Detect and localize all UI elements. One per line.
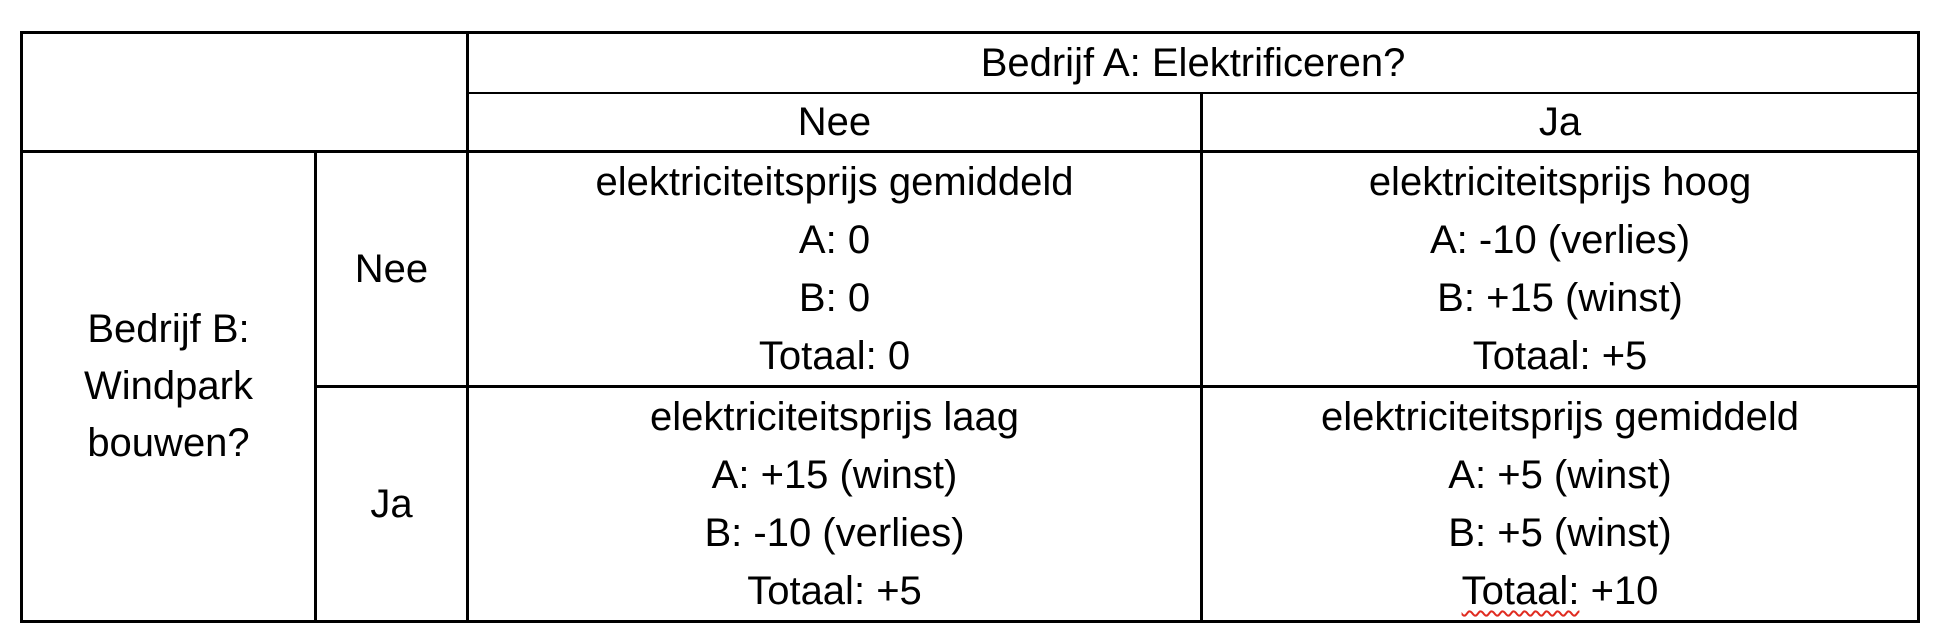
payoff-b: B: -10 (verlies)	[704, 511, 965, 555]
row-header-line-1: Bedrijf B:	[87, 307, 250, 351]
total-label-spellcheck-underline: Totaal:	[1461, 569, 1580, 613]
payoff-total: Totaal: +5	[1205, 327, 1916, 384]
payoff-a: A: +5 (winst)	[1448, 453, 1672, 497]
payoff-total: Totaal: 0	[471, 327, 1199, 384]
column-option-ja: Ja	[1199, 91, 1921, 153]
row-b-ja: Ja elektriciteitsprijs laag A: +15 (wins…	[22, 385, 1921, 623]
payoff-a: A: +15 (winst)	[711, 453, 958, 497]
payoff-b: B: +5 (winst)	[1448, 511, 1672, 555]
row-header-line-3: bouwen?	[87, 421, 250, 465]
row-option-ja: Ja	[314, 385, 469, 623]
payoff-matrix-table: Bedrijf A: Elektrificeren? Nee Ja Bedrij…	[20, 31, 1921, 623]
cell-b-ja-a-ja: elektriciteitsprijs gemiddeld A: +5 (win…	[1199, 385, 1921, 623]
payoff-b: B: 0	[798, 276, 871, 320]
total-label: Totaal:	[758, 334, 877, 378]
column-options-row: Nee Ja	[22, 91, 1921, 153]
total-label: Totaal:	[1472, 334, 1591, 378]
row-b-nee: Bedrijf B: Windpark bouwen? Nee elektric…	[20, 150, 1921, 623]
column-header-title-row: Bedrijf A: Elektrificeren?	[20, 31, 1921, 153]
row-header-title: Bedrijf B: Windpark bouwen?	[20, 150, 317, 623]
payoff-a: A: 0	[798, 218, 871, 262]
row-header-line-2: Windpark	[84, 364, 253, 408]
cell-b-nee-a-nee: elektriciteitsprijs gemiddeld A: 0 B: 0 …	[466, 150, 1203, 388]
cell-b-nee-a-ja: elektriciteitsprijs hoog A: -10 (verlies…	[1199, 150, 1921, 388]
payoff-total: Totaal: +10	[1205, 562, 1916, 619]
price-scenario: elektriciteitsprijs laag	[649, 395, 1020, 439]
corner-empty-cell	[20, 31, 469, 153]
column-header-title: Bedrijf A: Elektrificeren?	[465, 31, 1921, 94]
price-scenario: elektriciteitsprijs gemiddeld	[1321, 395, 1799, 439]
total-label: Totaal:	[747, 569, 866, 613]
total-value: +5	[1601, 334, 1648, 378]
price-scenario: elektriciteitsprijs gemiddeld	[595, 160, 1074, 204]
payoff-total: Totaal: +5	[471, 562, 1199, 619]
total-value: 0	[887, 334, 911, 378]
row-option-nee: Nee	[314, 150, 469, 388]
column-option-nee: Nee	[466, 91, 1203, 153]
cell-b-ja-a-nee: elektriciteitsprijs laag A: +15 (winst) …	[466, 385, 1203, 623]
price-scenario: elektriciteitsprijs hoog	[1368, 160, 1752, 204]
payoff-b: B: +15 (winst)	[1437, 276, 1683, 320]
total-value: +5	[876, 569, 922, 613]
total-value: +10	[1590, 569, 1659, 613]
payoff-a: A: -10 (verlies)	[1429, 218, 1691, 262]
